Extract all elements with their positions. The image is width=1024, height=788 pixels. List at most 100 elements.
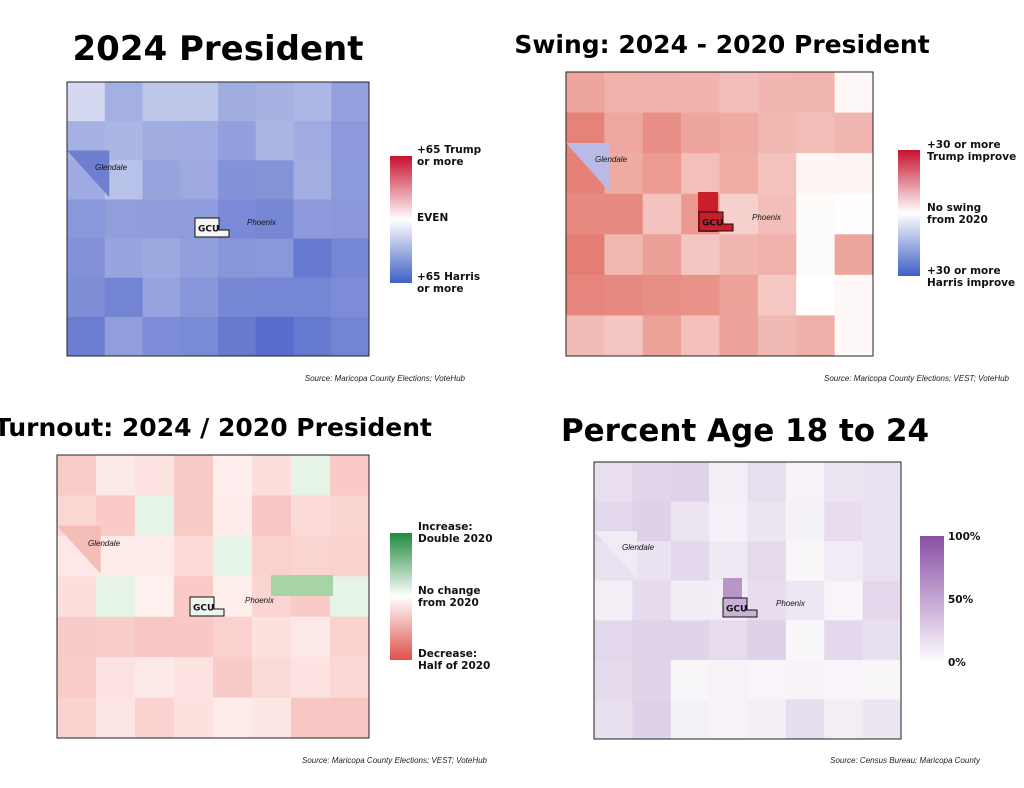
legend-label: Harris improve	[927, 277, 1015, 289]
map-tile	[566, 193, 605, 235]
map-tile	[604, 112, 644, 154]
map-tile	[709, 462, 748, 503]
map-tile	[834, 315, 874, 357]
map-tile	[670, 541, 710, 582]
map-tile	[57, 455, 97, 496]
map-tile	[824, 501, 864, 542]
map-tile	[174, 657, 214, 699]
map-tile	[604, 193, 644, 235]
legend-bar	[390, 156, 412, 283]
map-tile	[96, 576, 136, 618]
place-label: Phoenix	[752, 213, 782, 222]
map-tile	[862, 699, 902, 740]
map-tile	[255, 238, 294, 279]
map-tile	[213, 495, 253, 537]
map-tile	[757, 234, 797, 276]
map-tile	[142, 277, 181, 318]
panel-title: Percent Age 18 to 24	[561, 413, 929, 449]
map-tile	[213, 535, 253, 577]
map-tile	[255, 277, 294, 318]
map-tile	[681, 274, 720, 316]
legend-label: EVEN	[417, 212, 448, 224]
map-tile	[824, 541, 864, 582]
map-tile	[218, 160, 257, 200]
map-tile	[330, 455, 370, 496]
map-tile	[719, 112, 759, 154]
legend-label: +65 Harris	[417, 271, 480, 283]
map-tile	[331, 82, 370, 122]
map-tile	[747, 541, 787, 582]
panel-title: 2024 President	[73, 29, 364, 69]
map-tile	[252, 535, 292, 577]
map-tile	[785, 620, 825, 661]
map-tile	[67, 238, 106, 279]
map-tile	[104, 160, 143, 200]
map-tile	[719, 153, 759, 195]
map-tile	[291, 616, 331, 658]
map-tile	[255, 316, 294, 357]
map-tile	[824, 699, 864, 740]
legend-label: Trump improve	[927, 151, 1016, 163]
map-tile	[681, 315, 720, 357]
map-tile	[594, 659, 633, 700]
place-label: GCU	[726, 605, 747, 615]
map-tile	[824, 620, 864, 661]
map-tile	[594, 620, 633, 661]
map-tile	[180, 277, 219, 318]
place-label: Phoenix	[245, 596, 275, 605]
source-note: Source: Maricopa County Elections; VEST;…	[302, 756, 488, 765]
map-tile	[757, 72, 797, 114]
map-tile	[135, 455, 175, 496]
place-label: Phoenix	[776, 599, 806, 608]
map-tile	[681, 112, 720, 154]
map-frame	[565, 71, 874, 357]
map-tile	[862, 580, 902, 621]
map-tile	[142, 199, 181, 240]
map-tile	[757, 274, 797, 316]
map-tile	[670, 462, 710, 503]
map-tile	[834, 234, 874, 276]
map-tile	[796, 315, 836, 357]
place-label: Glendale	[88, 539, 121, 548]
source-note: Source: Census Bureau; Maricopa County	[830, 756, 981, 765]
legend-label: from 2020	[927, 214, 988, 226]
legend-bar	[898, 150, 920, 276]
map-tile	[174, 455, 214, 496]
map-tile	[174, 535, 214, 577]
map-tile	[785, 501, 825, 542]
map-tile	[331, 160, 370, 200]
map-tile	[642, 72, 682, 114]
map-tile	[67, 199, 106, 240]
map-tile	[252, 495, 292, 537]
map-tile	[135, 657, 175, 699]
map-tile	[719, 72, 759, 114]
map-tile	[604, 315, 644, 357]
legend-label: 100%	[948, 531, 981, 543]
place-label: GCU	[193, 604, 214, 614]
map-tile	[681, 153, 720, 195]
place-label: Glendale	[622, 543, 655, 552]
legend-label: +30 or more	[927, 265, 1001, 277]
gcu-outline	[722, 597, 758, 618]
map-tile	[642, 193, 682, 235]
map-tile	[104, 121, 143, 161]
map-tile	[213, 697, 253, 739]
map-tile	[709, 620, 748, 661]
map-tile	[681, 234, 720, 276]
legend-label: 50%	[948, 594, 974, 606]
map-panel: 2024 President Glendale Phoenix GCU +65 Trum…	[66, 29, 482, 383]
map-tile	[785, 580, 825, 621]
legend-label: No swing	[927, 202, 981, 214]
map-tile	[330, 495, 370, 537]
map-tile	[642, 315, 682, 357]
map-tile	[796, 72, 836, 114]
map-tile	[255, 199, 294, 240]
map-tile	[757, 112, 797, 154]
map-tile	[142, 238, 181, 279]
map-tile	[252, 616, 292, 658]
legend-label: or more	[417, 283, 464, 295]
map-tile	[834, 153, 874, 195]
map-tile	[862, 462, 902, 503]
map-tile	[747, 620, 787, 661]
map-tile	[747, 659, 787, 700]
